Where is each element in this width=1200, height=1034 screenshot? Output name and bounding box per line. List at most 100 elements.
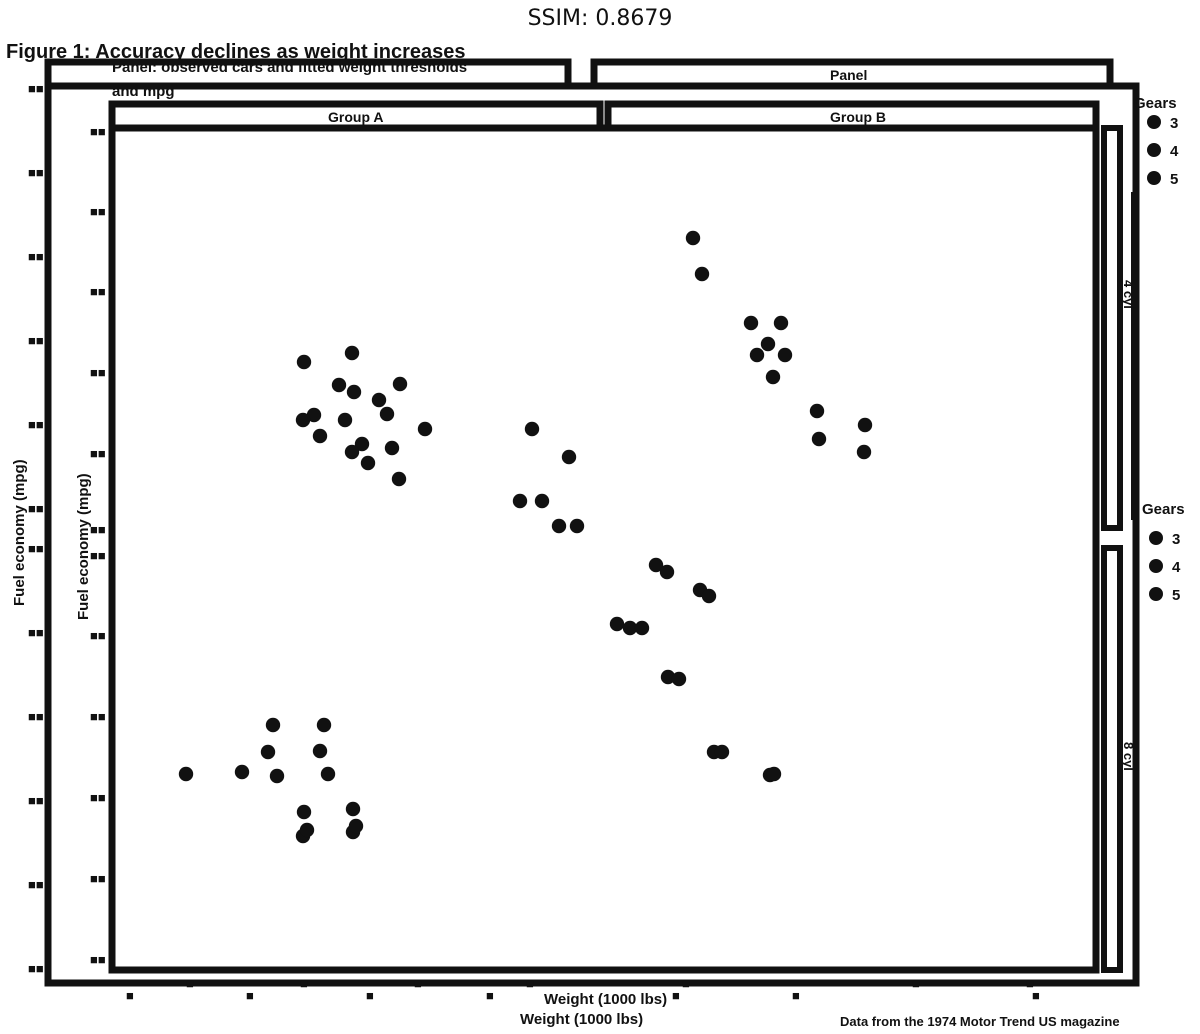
x-tick: ■ <box>486 988 494 1003</box>
scatter-point <box>265 717 281 733</box>
scatter-point <box>648 557 664 573</box>
right-facet-bottom-label: 8 cyl <box>1121 742 1136 771</box>
scatter-point <box>760 336 776 352</box>
inner-y-tick: ■■ <box>90 522 106 537</box>
scatter-point <box>694 266 710 282</box>
outer-y-tick: ■■ <box>28 165 44 180</box>
scatter-point <box>512 493 528 509</box>
outer-panel-frame <box>44 82 1140 987</box>
x-tick: ■ <box>414 976 422 991</box>
scatter-point <box>777 347 793 363</box>
legend-key <box>1149 531 1163 545</box>
ssim-score-label: SSIM: 0.8679 <box>527 6 673 31</box>
inner-y-tick: ■■ <box>90 284 106 299</box>
outer-y-tick: ■■ <box>28 793 44 808</box>
scatter-point <box>384 440 400 456</box>
scatter-point <box>234 764 250 780</box>
x-ticks: ■■■■■■■■■■■■■■ <box>126 976 1040 1003</box>
right-facet-strip-top <box>1101 125 1123 531</box>
figure-title: Figure 1: Accuracy declines as weight in… <box>6 41 465 63</box>
outer-y-ticks: ■■ ■■ ■■ ■■ ■■ ■■ ■■ ■■ ■■ ■■ ■■ ■■ <box>28 81 44 976</box>
legend-label: 3 <box>1170 115 1178 132</box>
outer-strip-label: Panel <box>830 67 867 83</box>
inner-y-tick: ■■ <box>90 124 106 139</box>
scatter-point <box>296 804 312 820</box>
figure-caption: Data from the 1974 Motor Trend US magazi… <box>840 1014 1120 1029</box>
scatter-point <box>622 620 638 636</box>
scatter-point <box>296 354 312 370</box>
right-panel-strip-label: Group B <box>830 109 886 125</box>
scatter-point <box>773 315 789 331</box>
scatter-point <box>260 744 276 760</box>
scatter-point <box>417 421 433 437</box>
scatter-point <box>743 315 759 331</box>
legend-label: 4 <box>1172 559 1181 576</box>
x-tick: ■ <box>186 976 194 991</box>
scatter-point <box>312 743 328 759</box>
scatter-point <box>320 766 336 782</box>
scatter-point <box>316 717 332 733</box>
scatter-point <box>857 417 873 433</box>
x-tick: ■ <box>246 988 254 1003</box>
inner-y-tick: ■■ <box>90 871 106 886</box>
outer-y-tick: ■■ <box>28 417 44 432</box>
scatter-point <box>534 493 550 509</box>
legend-label: 4 <box>1170 143 1179 160</box>
scatter-point <box>551 518 567 534</box>
scatter-point <box>345 801 361 817</box>
outer-y-tick: ■■ <box>28 877 44 892</box>
inner-y-tick: ■■ <box>90 204 106 219</box>
scatter-point <box>671 671 687 687</box>
scatter-points <box>178 230 873 844</box>
inner-y-ticks: ■■ ■■ ■■ ■■ ■■ ■■ ■■ ■■ ■■ ■■ ■■ ■■ <box>90 124 106 967</box>
inner-y-tick: ■■ <box>90 365 106 380</box>
legend-key <box>1147 143 1161 157</box>
x-axis-label-2: Weight (1000 lbs) <box>520 1011 643 1028</box>
legend-key <box>1149 559 1163 573</box>
outer-y-axis-label: Fuel economy (mpg) <box>11 459 28 606</box>
scatter-point <box>299 822 315 838</box>
legend-bottom-title: Gears <box>1142 501 1185 518</box>
right-facet-top-label: 4 cyl <box>1121 280 1136 309</box>
x-tick: ■ <box>792 988 800 1003</box>
scatter-point <box>360 455 376 471</box>
inner-y-tick: ■■ <box>90 548 106 563</box>
inner-y-tick: ■■ <box>90 952 106 967</box>
x-tick: ■ <box>1026 976 1034 991</box>
scatter-point <box>569 518 585 534</box>
scatter-point <box>660 669 676 685</box>
scatter-point <box>809 403 825 419</box>
scatter-point <box>659 564 675 580</box>
scatter-point <box>354 436 370 452</box>
scatter-point <box>344 345 360 361</box>
scatter-point <box>379 406 395 422</box>
outer-y-tick: ■■ <box>28 501 44 516</box>
legend-label: 3 <box>1172 531 1180 548</box>
x-axis-label-1: Weight (1000 lbs) <box>544 991 667 1008</box>
outer-y-tick: ■■ <box>28 709 44 724</box>
scatter-point <box>524 421 540 437</box>
scatter-point <box>337 412 353 428</box>
scatter-point <box>701 588 717 604</box>
x-tick: ■ <box>1032 988 1040 1003</box>
legend-key <box>1149 587 1163 601</box>
scatter-point <box>766 766 782 782</box>
x-tick: ■ <box>682 976 690 991</box>
legend-top: 3 4 5 <box>1147 115 1179 188</box>
scatter-point <box>856 444 872 460</box>
x-tick: ■ <box>300 976 308 991</box>
inner-y-tick: ■■ <box>90 628 106 643</box>
scatter-point <box>561 449 577 465</box>
outer-y-tick: ■■ <box>28 81 44 96</box>
scatter-point <box>312 428 328 444</box>
outer-y-tick: ■■ <box>28 333 44 348</box>
scatter-point <box>685 230 701 246</box>
scatter-point <box>765 369 781 385</box>
scatter-point <box>269 768 285 784</box>
scatter-point <box>634 620 650 636</box>
outer-y-tick: ■■ <box>28 249 44 264</box>
inner-y-tick: ■■ <box>90 790 106 805</box>
scatter-point <box>331 377 347 393</box>
scatter-point <box>344 444 360 460</box>
scatter-point <box>348 818 364 834</box>
